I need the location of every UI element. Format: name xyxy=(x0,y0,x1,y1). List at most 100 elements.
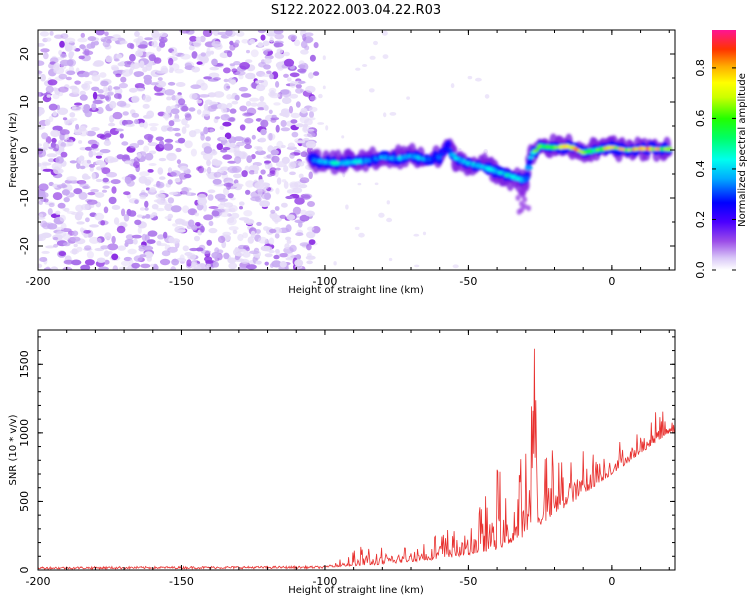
heatmap-noise-blob xyxy=(200,133,205,141)
heatmap-noise-blob xyxy=(211,158,219,164)
heatmap-noise-blob xyxy=(164,138,174,143)
heatmap-noise-blob xyxy=(268,250,275,254)
heatmap-noise-blob xyxy=(143,74,152,81)
heatmap-noise-blob xyxy=(240,258,250,264)
heatmap-noise-blob xyxy=(168,191,179,195)
heatmap-noise-blob xyxy=(289,153,295,159)
heatmap-noise-blob xyxy=(275,187,280,195)
heatmap-noise-blob xyxy=(195,247,204,252)
heatmap-noise-blob xyxy=(174,178,181,183)
heatmap-noise-blob xyxy=(388,257,393,262)
heatmap-noise-blob xyxy=(178,98,186,106)
heatmap-ridge-core xyxy=(522,176,531,181)
heatmap-noise-blob xyxy=(67,119,75,124)
heatmap-noise-blob xyxy=(239,62,251,70)
heatmap-noise-blob xyxy=(54,34,64,39)
heatmap-noise-blob xyxy=(113,93,122,99)
heatmap-noise-blob xyxy=(274,169,279,178)
heatmap-noise-blob xyxy=(41,132,49,140)
heatmap-noise-blob xyxy=(234,156,242,164)
heatmap-noise-blob xyxy=(386,200,390,205)
heatmap-noise-blob xyxy=(309,111,314,118)
heatmap-noise-blob xyxy=(245,218,255,226)
heatmap-noise-blob xyxy=(264,192,272,201)
heatmap-noise-blob xyxy=(103,140,112,147)
heatmap-noise-blob xyxy=(38,200,43,205)
heatmap-noise-blob xyxy=(189,40,194,46)
heatmap-noise-blob xyxy=(219,211,230,218)
heatmap-noise-blob xyxy=(83,185,91,190)
heatmap-noise-blob xyxy=(303,123,309,128)
heatmap-noise-blob xyxy=(262,40,270,47)
heatmap-noise-blob xyxy=(230,212,240,219)
heatmap-noise-blob xyxy=(68,51,75,57)
heatmap-noise-blob xyxy=(283,165,289,173)
heatmap-noise-blob xyxy=(305,140,317,149)
snr-ticks: -200 -150 -100 -50 0 0 500 1000 1500 xyxy=(18,330,675,588)
heatmap-noise-blob xyxy=(286,239,292,244)
heatmap-noise-blob xyxy=(299,214,310,222)
heatmap-noise-blob xyxy=(131,234,142,239)
heatmap-noise-blob xyxy=(208,72,220,79)
heatmap-noise-blob xyxy=(82,175,91,180)
heatmap-noise-blob xyxy=(111,205,121,210)
heatmap-noise-blob xyxy=(184,113,192,121)
heatmap-noise-blob xyxy=(157,167,164,175)
heatmap-noise-blob xyxy=(229,142,236,148)
heatmap-noise-blob xyxy=(269,92,280,99)
heatmap-noise-blob xyxy=(269,228,277,234)
heatmap-noise-blob xyxy=(50,129,61,137)
heatmap-noise-blob xyxy=(142,66,148,73)
heatmap-noise-blob xyxy=(86,159,91,164)
heatmap-noise-blob xyxy=(208,206,219,209)
heatmap-noise-blob xyxy=(86,130,96,137)
heatmap-noise-blob xyxy=(83,230,91,234)
heatmap-noise-blob xyxy=(268,87,277,94)
heatmap-noise-blob xyxy=(288,161,297,169)
heatmap-noise-blob xyxy=(39,31,50,37)
heatmap-noise-blob xyxy=(77,156,85,165)
heatmap-noise-blob xyxy=(256,146,263,152)
heatmap-noise-blob xyxy=(172,223,178,227)
heatmap-noise-blob xyxy=(122,69,132,77)
heatmap-noise-blob xyxy=(232,229,238,235)
heatmap-noise-blob xyxy=(53,166,61,175)
heatmap-noise-blob xyxy=(40,48,50,53)
heatmap-noise-blob xyxy=(270,117,280,121)
heatmap-noise-blob xyxy=(211,210,220,217)
heatmap-noise-blob xyxy=(94,192,105,198)
heatmap-noise-blob xyxy=(59,214,66,222)
heatmap-noise-blob xyxy=(200,225,205,233)
heatmap-noise-blob xyxy=(50,266,59,270)
heatmap-noise-blob xyxy=(52,148,59,152)
heatmap-noise-blob xyxy=(228,226,239,231)
heatmap-noise-blob xyxy=(245,180,255,188)
heatmap-noise-blob xyxy=(202,109,211,117)
heatmap-noise-blob xyxy=(259,200,270,208)
x-tick-label: -50 xyxy=(459,575,477,588)
heatmap-noise-blob xyxy=(237,151,248,160)
heatmap-noise-blob xyxy=(147,230,158,237)
heatmap-noise-blob xyxy=(121,141,129,146)
heatmap-noise-blob xyxy=(383,112,387,118)
heatmap-noise-blob xyxy=(235,39,240,45)
heatmap-noise-blob xyxy=(76,221,85,225)
heatmap-noise-blob xyxy=(213,77,221,81)
heatmap-ridge-core xyxy=(449,152,457,157)
heatmap-noise-blob xyxy=(182,205,190,214)
heatmap-noise-blob xyxy=(38,70,43,74)
heatmap-noise-blob xyxy=(305,210,315,217)
heatmap-noise-blob xyxy=(176,159,181,165)
heatmap-noise-blob xyxy=(157,234,165,240)
heatmap-noise-blob xyxy=(92,99,103,105)
colorbar-gradient xyxy=(712,30,736,270)
heatmap-noise-blob xyxy=(163,143,174,151)
heatmap-noise-blob xyxy=(257,30,266,34)
heatmap-noise-blob xyxy=(273,102,281,106)
heatmap-noise-blob xyxy=(141,233,147,242)
heatmap-noise-blob xyxy=(268,132,273,141)
heatmap-noise-blob xyxy=(91,143,99,149)
heatmap-noise-blob xyxy=(115,40,120,45)
heatmap-noise-blob xyxy=(95,178,103,183)
heatmap-noise-blob xyxy=(213,91,225,98)
